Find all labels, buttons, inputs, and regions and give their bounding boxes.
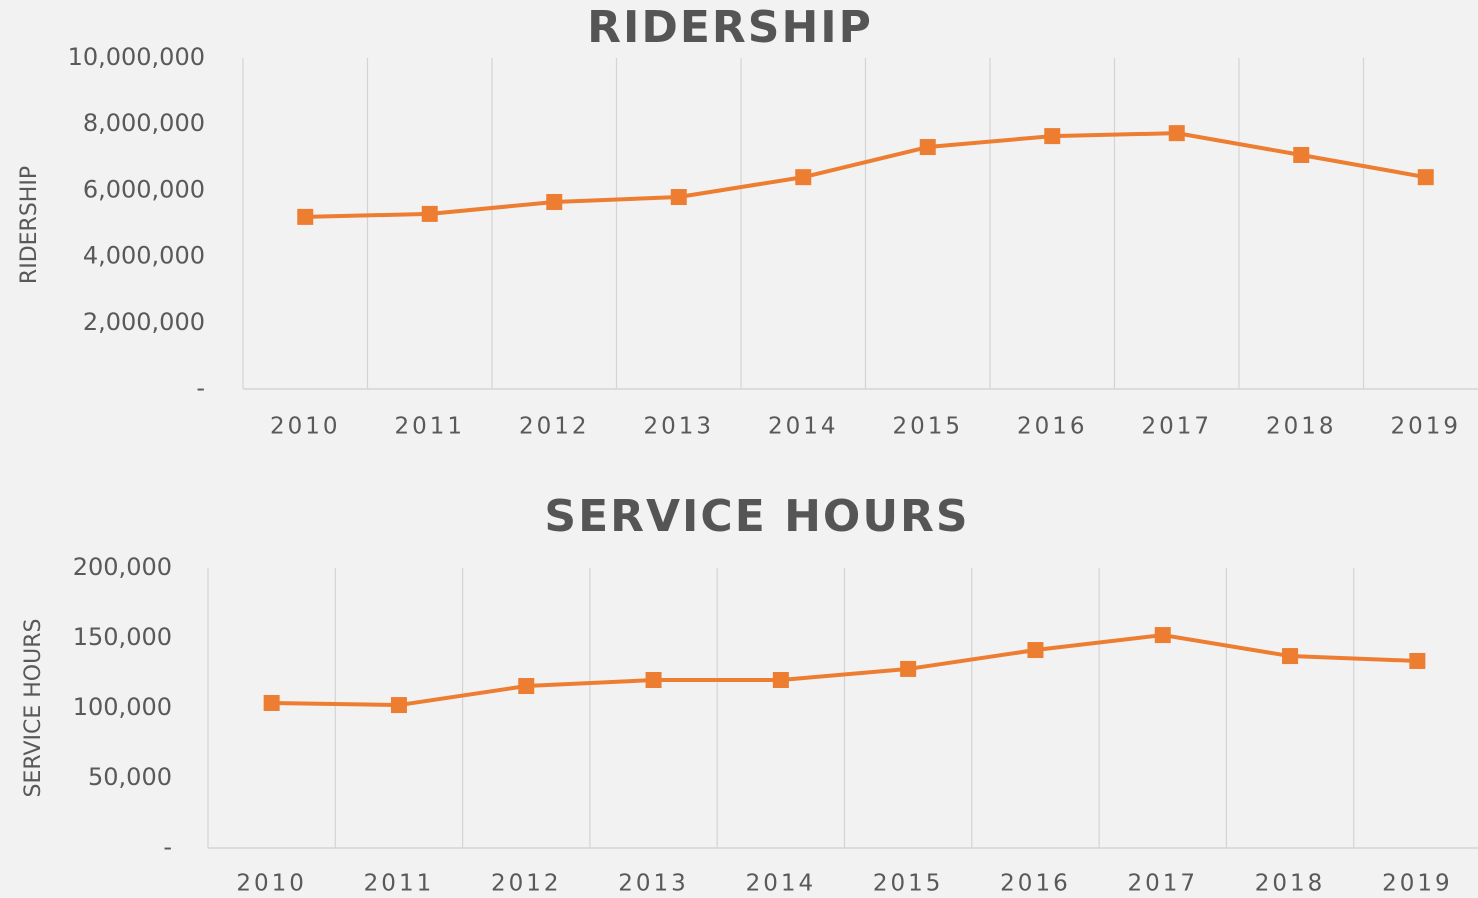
marker: [772, 672, 789, 688]
marker: [297, 208, 314, 225]
marker: [421, 205, 438, 222]
marker: [1417, 169, 1434, 186]
marker: [263, 694, 280, 711]
line: [271, 633, 1418, 708]
x-tick-label: 2015: [892, 414, 963, 440]
y-tick-label: -: [196, 374, 205, 402]
marker: [645, 672, 662, 688]
y-tick-label: 150,000: [73, 623, 172, 651]
marker: [1282, 648, 1299, 665]
marker: [518, 678, 535, 695]
y-tick-label: 100,000: [73, 693, 172, 721]
x-tick-label: 2018: [1255, 871, 1326, 897]
marker: [1168, 125, 1185, 142]
x-tick-label: 2019: [1390, 414, 1461, 440]
x-tick-label: 2012: [519, 414, 590, 440]
x-tick-label: 2010: [236, 871, 307, 897]
x-tick-label: 2014: [768, 414, 839, 440]
marker: [1154, 627, 1171, 644]
marker: [900, 660, 917, 677]
y-tick-label: 4,000,000: [83, 242, 205, 270]
x-tick-label: 2014: [746, 871, 817, 897]
marker: [795, 169, 812, 186]
y-axis-title: RIDERSHIP: [17, 166, 42, 284]
x-tick-label: 2015: [873, 871, 944, 897]
marker: [919, 139, 936, 156]
y-tick-label: 8,000,000: [83, 109, 205, 137]
x-tick-label: 2018: [1266, 414, 1337, 440]
y-tick-label: 2,000,000: [83, 308, 205, 336]
chart: RIDERSHIP RIDERSHIP - 2,000,000 4,000,000 6,0…: [17, 2, 1478, 440]
y-tick-label: 10,000,000: [68, 43, 205, 71]
marker: [1293, 146, 1310, 163]
chart: SERVICE HOURS SERVICE HOURS - 50,000 100,000…: [21, 491, 1478, 897]
x-tick-label: 2016: [1000, 871, 1071, 897]
marker: [1044, 128, 1061, 145]
x-tick-label: 2013: [643, 414, 714, 440]
x-tick-label: 2013: [618, 871, 689, 897]
marker: [1409, 652, 1426, 669]
marker: [546, 193, 563, 210]
marker: [1027, 642, 1044, 659]
x-tick-label: 2017: [1127, 871, 1198, 897]
chart-title: RIDERSHIP: [587, 2, 873, 53]
x-tick-label: 2019: [1382, 871, 1453, 897]
x-tick-label: 2011: [394, 414, 465, 440]
x-tick-label: 2016: [1017, 414, 1088, 440]
y-tick-label: 200,000: [73, 553, 172, 581]
marker: [670, 189, 687, 206]
y-tick-label: 50,000: [88, 763, 172, 791]
chart-title: SERVICE HOURS: [544, 491, 969, 542]
y-tick-label: -: [163, 833, 172, 861]
x-tick-label: 2017: [1141, 414, 1212, 440]
y-axis-title: SERVICE HOURS: [21, 619, 46, 798]
line: [305, 131, 1427, 219]
marker: [390, 697, 407, 714]
y-tick-label: 6,000,000: [83, 175, 205, 203]
x-tick-label: 2010: [270, 414, 341, 440]
x-tick-label: 2012: [491, 871, 562, 897]
x-tick-label: 2011: [364, 871, 435, 897]
